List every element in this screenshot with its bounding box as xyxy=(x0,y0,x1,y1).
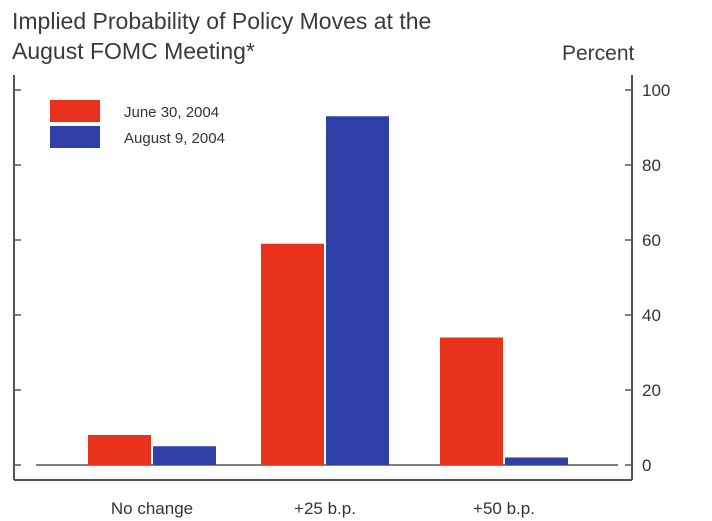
y-tick-label: 0 xyxy=(642,456,651,475)
chart-title-line-1: Implied Probability of Policy Moves at t… xyxy=(12,8,432,34)
chart-title-line-2: August FOMC Meeting* xyxy=(12,38,255,64)
y-tick-label: 80 xyxy=(642,156,661,175)
bar-august-9-2004-2 xyxy=(505,457,568,465)
y-tick-label: 100 xyxy=(642,81,670,100)
y-axis-unit-label: Percent xyxy=(562,42,635,65)
bar-june-30-2004-2 xyxy=(440,337,503,465)
category-label: +25 b.p. xyxy=(294,499,356,518)
category-label: +50 b.p. xyxy=(473,499,535,518)
y-tick-label: 20 xyxy=(642,381,661,400)
legend-swatch-0 xyxy=(50,100,100,122)
y-tick-label: 60 xyxy=(642,231,661,250)
legend-swatch-1 xyxy=(50,126,100,148)
bar-june-30-2004-1 xyxy=(261,243,324,465)
bar-june-30-2004-0 xyxy=(88,435,151,465)
category-label: No change xyxy=(111,499,193,518)
bar-august-9-2004-0 xyxy=(153,446,216,465)
chart-title: Implied Probability of Policy Moves at t… xyxy=(12,6,431,66)
bar-august-9-2004-1 xyxy=(326,116,389,465)
legend-label-0: June 30, 2004 xyxy=(124,104,219,121)
y-tick-label: 40 xyxy=(642,306,661,325)
legend-label-1: August 9, 2004 xyxy=(124,130,225,147)
